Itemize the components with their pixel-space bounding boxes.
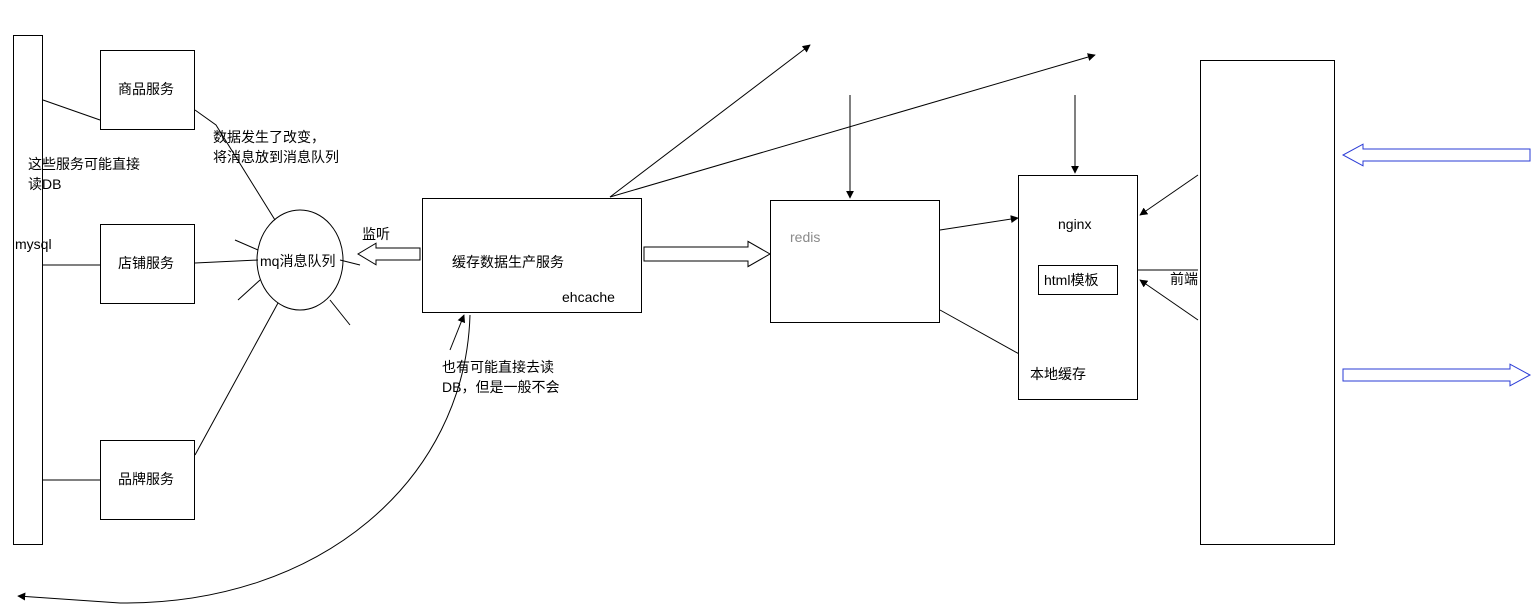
cache-service-label: 缓存数据生产服务: [452, 253, 564, 273]
services-read-db-note: 这些服务可能直接 读DB: [28, 155, 140, 194]
mysql-box: [13, 35, 43, 545]
redis-box: [770, 200, 940, 323]
redis-label: redis: [790, 228, 820, 248]
mysql-label: mysql: [15, 235, 52, 255]
frontend-box: [1200, 60, 1335, 545]
ehcache-label: ehcache: [562, 288, 615, 308]
brand-service-label: 品牌服务: [118, 470, 174, 490]
shop-service-label: 店铺服务: [118, 254, 174, 274]
listen-label: 监听: [362, 225, 390, 245]
product-service-label: 商品服务: [118, 80, 174, 100]
frontend-label: 前端: [1170, 270, 1198, 290]
mq-label: mq消息队列: [260, 252, 335, 272]
data-changed-note: 数据发生了改变， 将消息放到消息队列: [213, 128, 339, 167]
nginx-label: nginx: [1058, 215, 1091, 235]
maybe-read-db-note: 也有可能直接去读 DB，但是一般不会: [442, 358, 559, 397]
html-template-label: html模板: [1044, 271, 1098, 291]
local-cache-label: 本地缓存: [1030, 365, 1086, 385]
